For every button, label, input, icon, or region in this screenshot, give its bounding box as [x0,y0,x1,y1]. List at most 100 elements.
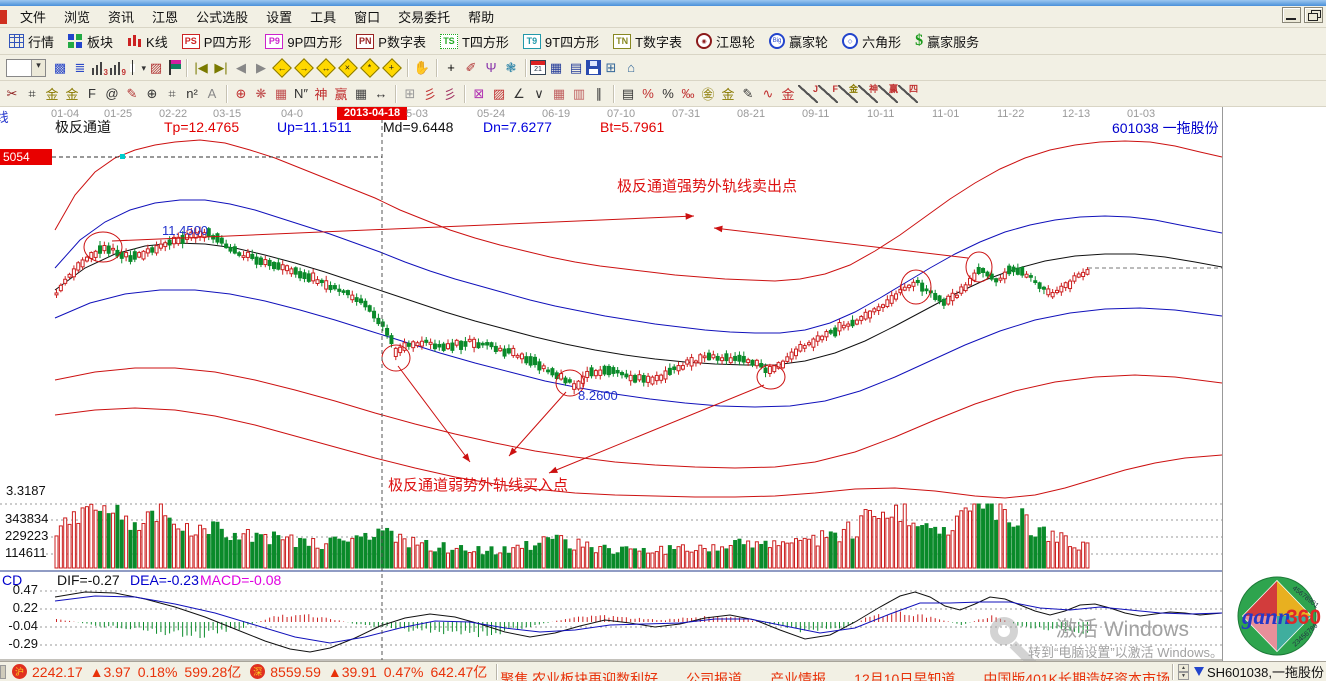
tool-fan[interactable]: 彡 [423,87,437,102]
tool-wave[interactable]: ∿ [762,85,774,101]
toolbar-9t-square[interactable]: T9 9T四方形 [516,32,606,51]
draw-line-icon[interactable]: ✐ [465,59,477,75]
shanghai-index-quote[interactable]: 2242.17 ▲3.97 0.18% 599.28亿 [30,662,247,681]
tool-table123[interactable]: ▦ [354,85,368,101]
tool-spiral[interactable]: @ [105,86,119,101]
tool-angle-gold[interactable]: 金 [838,84,858,103]
tool-fibo[interactable]: F [88,86,96,101]
tool-pct-red[interactable]: % [642,86,654,101]
flag-icon[interactable] [166,59,182,76]
tool-angle[interactable]: ∠ [513,85,525,101]
hand-icon[interactable]: ✋ [413,59,431,75]
tool-pct[interactable]: % [662,86,674,101]
save-icon[interactable] [586,60,601,75]
bars9-icon[interactable]: 9 [108,58,126,77]
tool-square-of-nine[interactable]: n² [186,86,198,101]
calculator-icon[interactable]: ▦ [549,59,563,75]
tool-burst[interactable]: ❋ [255,85,267,101]
shift-right-icon[interactable]: → [294,57,314,78]
tool-angles-box[interactable]: ▨ [492,85,506,101]
tool-cut[interactable]: ✂ [6,85,18,101]
kline-plot[interactable] [0,107,1326,661]
menu-资讯[interactable]: 资讯 [108,9,135,25]
scroll-spinner[interactable]: ▲ ▼ [1177,663,1189,680]
menu-设置[interactable]: 设置 [266,9,293,25]
toolbar-quotes[interactable]: 行情 [2,32,61,51]
tool-gold-grid[interactable]: 金 [45,87,59,102]
tool-dial[interactable]: ⊕ [146,85,158,101]
toolbar-winner-service[interactable]: $ 赢家服务 [908,32,986,51]
bars3-icon[interactable]: 3 [90,58,108,77]
tool-purple-icon[interactable]: Ψ [485,60,497,75]
chart-region[interactable]: K线 5054 2013-04-18 601038 一拖股份 CD DIF=-0… [0,107,1326,672]
tool-note[interactable]: ✎ [742,85,754,101]
tool-web[interactable]: ▦ [274,85,288,101]
tool-ying[interactable]: 赢 [334,87,348,102]
toolbar-kline[interactable]: K线 [120,32,175,51]
menu-窗口[interactable]: 窗口 [354,9,381,25]
pattern-icon[interactable]: ▩ [53,59,67,75]
tool-shen[interactable]: 神 [314,87,328,102]
tool-parallel[interactable]: ∥ [595,85,603,101]
next-icon[interactable]: ▶ [256,59,266,75]
tool-fan2[interactable]: 彡 [443,87,457,102]
toolbar-gann-wheel[interactable]: ◉ 江恩轮 [689,32,762,51]
menu-交易委托[interactable]: 交易委托 [398,9,451,25]
info-list-icon[interactable]: ≣ [74,59,86,75]
tool-grid-red[interactable]: ▦ [552,85,566,101]
menu-浏览[interactable]: 浏览 [64,9,91,25]
menu-公式选股[interactable]: 公式选股 [196,9,249,25]
toolbar-t-square[interactable]: TS T四方形 [433,32,516,51]
tool-measure[interactable]: ↔ [374,86,388,101]
tool-angle-shen[interactable]: 神 [858,84,878,103]
toolbar-t-number-table[interactable]: TN T数字表 [606,32,689,51]
toolbar-hexagon[interactable]: ◇ 六角形 [835,32,908,51]
last-page-icon[interactable]: ▶| [214,59,228,75]
toolbar-winner-wheel[interactable]: Big 赢家轮 [762,32,835,51]
tool-angle-ying[interactable]: 赢 [878,84,898,103]
tool-angle-f[interactable]: F [818,84,838,103]
network-icon[interactable]: ⌂ [627,60,635,75]
period-combo[interactable]: ▾ [6,58,46,77]
tool-zigzag[interactable]: ∨ [534,85,544,101]
tool-grid[interactable]: ⌗ [28,85,36,101]
menu-帮助[interactable]: 帮助 [468,9,495,25]
tool-knot-icon[interactable]: ❃ [505,59,517,75]
crosshair-icon[interactable]: + [447,60,455,75]
tool-angle-j[interactable]: J [798,84,818,103]
tool-wave-count[interactable]: Ν″ [294,86,308,101]
tool-angle-si[interactable]: 四 [898,84,918,103]
tool-pen[interactable]: ✎ [126,85,138,101]
minimize-button[interactable] [1282,7,1301,23]
tool-levels[interactable]: ▤ [621,85,635,101]
zoom-icon[interactable]: + [382,57,402,78]
tool-box[interactable]: ⊞ [404,85,416,101]
tool-gold-red[interactable]: 金 [781,87,795,102]
news-ticker[interactable]: 聚焦 农业板块再迎数利好 公司报道 产业情报 12月10日早知道 中国版401K… [500,670,1169,681]
tool-gann-box[interactable]: ⊠ [473,85,485,101]
first-page-icon[interactable]: |◀ [194,59,208,75]
menu-文件[interactable]: 文件 [20,9,47,25]
restore-button[interactable] [1304,7,1323,23]
menu-工具[interactable]: 工具 [310,9,337,25]
toolbar-p-square[interactable]: PS P四方形 [175,32,259,51]
calendar-icon[interactable]: 21 [530,60,546,75]
menu-江恩[interactable]: 江恩 [152,9,179,25]
tool-gold-circle[interactable]: ㊎ [701,87,715,102]
pattern2-icon[interactable]: ▨ [149,59,163,75]
tool-grid-red2[interactable]: ▥ [572,85,586,101]
tool-grid2[interactable]: ⌗ [168,85,176,101]
toolbar-sectors[interactable]: 板块 [61,32,120,51]
expand-icon[interactable]: ↔ [316,57,336,78]
tool-permille[interactable]: ‰ [681,86,695,101]
shift-left-icon[interactable]: ← [272,57,292,78]
shenzhen-index-quote[interactable]: 8559.59 ▲39.91 0.47% 642.47亿 [268,662,493,681]
toolbar-9p-square[interactable]: P9 9P四方形 [258,32,349,51]
tool-gold-line[interactable]: 金 [721,87,735,102]
full-view-icon[interactable]: * [360,57,380,78]
tool-circle-red[interactable]: ⊕ [235,85,247,101]
compress-icon[interactable]: × [338,57,358,78]
toolbar-p-number-table[interactable]: PN P数字表 [349,32,433,51]
prev-icon[interactable]: ◀ [236,59,246,75]
tool-mirror[interactable]: A [207,86,217,101]
